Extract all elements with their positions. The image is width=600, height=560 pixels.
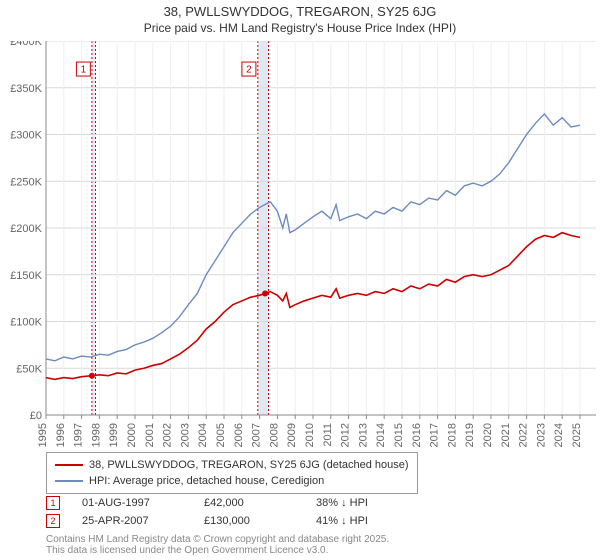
event-price: £42,000 [204, 497, 294, 509]
chart-container: 38, PWLLSWYDDOG, TREGARON, SY25 6JG Pric… [0, 0, 600, 560]
legend-swatch [55, 480, 83, 482]
event-marker: 1 [46, 496, 60, 510]
chart-title: 38, PWLLSWYDDOG, TREGARON, SY25 6JG [0, 0, 600, 19]
svg-text:£400K: £400K [10, 41, 42, 48]
sale-point [89, 373, 95, 379]
svg-text:2006: 2006 [233, 423, 245, 447]
svg-text:2024: 2024 [553, 423, 565, 447]
svg-text:1998: 1998 [90, 423, 102, 447]
svg-text:1996: 1996 [55, 423, 67, 447]
event-pct: 38% ↓ HPI [316, 497, 406, 509]
svg-text:2008: 2008 [268, 423, 280, 447]
svg-text:2015: 2015 [393, 423, 405, 447]
svg-text:2003: 2003 [179, 423, 191, 447]
svg-text:£300K: £300K [10, 130, 42, 142]
svg-text:2014: 2014 [375, 423, 387, 447]
svg-text:2019: 2019 [464, 423, 476, 447]
svg-text:2000: 2000 [126, 423, 138, 447]
svg-text:2020: 2020 [482, 423, 494, 447]
svg-text:£150K: £150K [10, 270, 42, 282]
svg-text:2012: 2012 [340, 423, 352, 447]
svg-text:2025: 2025 [571, 423, 583, 447]
legend-label: HPI: Average price, detached house, Cere… [89, 475, 324, 487]
event-row: 2 25-APR-2007 £130,000 41% ↓ HPI [46, 512, 406, 530]
svg-text:2007: 2007 [251, 423, 263, 447]
svg-text:£350K: £350K [10, 83, 42, 95]
svg-text:2023: 2023 [535, 423, 547, 447]
svg-text:1999: 1999 [108, 423, 120, 447]
svg-text:2016: 2016 [411, 423, 423, 447]
svg-text:£250K: £250K [10, 176, 42, 188]
event-row: 1 01-AUG-1997 £42,000 38% ↓ HPI [46, 494, 406, 512]
svg-text:2018: 2018 [446, 423, 458, 447]
svg-text:2001: 2001 [144, 423, 156, 447]
svg-text:£0: £0 [30, 410, 42, 422]
legend: 38, PWLLSWYDDOG, TREGARON, SY25 6JG (det… [46, 452, 418, 494]
svg-text:£50K: £50K [16, 363, 42, 375]
svg-text:2017: 2017 [429, 423, 441, 447]
svg-text:2022: 2022 [518, 423, 530, 447]
chart-svg: £0 £50K £100K £150K £200K £250K £300K £350K £400… [0, 41, 600, 449]
event-marker: 2 [46, 514, 60, 528]
svg-text:1995: 1995 [37, 423, 49, 447]
sale-events: 1 01-AUG-1997 £42,000 38% ↓ HPI 2 25-APR-2007… [46, 494, 406, 530]
chart-subtitle: Price paid vs. HM Land Registry's House … [0, 19, 600, 41]
svg-text:£100K: £100K [10, 317, 42, 329]
svg-text:2011: 2011 [322, 423, 334, 447]
event-date: 25-APR-2007 [82, 515, 182, 527]
svg-text:2021: 2021 [500, 423, 512, 447]
event-pct: 41% ↓ HPI [316, 515, 406, 527]
svg-text:2013: 2013 [357, 423, 369, 447]
event-price: £130,000 [204, 515, 294, 527]
chart-area: £0 £50K £100K £150K £200K £250K £300K £350K £400… [0, 41, 600, 449]
svg-text:2005: 2005 [215, 423, 227, 447]
event-date: 01-AUG-1997 [82, 497, 182, 509]
legend-swatch [55, 464, 83, 466]
footer-line-2: This data is licensed under the Open Gov… [46, 545, 389, 556]
svg-text:2010: 2010 [304, 423, 316, 447]
svg-text:2004: 2004 [197, 423, 209, 447]
svg-text:2009: 2009 [286, 423, 298, 447]
svg-text:£200K: £200K [10, 223, 42, 235]
svg-text:1: 1 [81, 65, 87, 76]
sale-point [262, 290, 268, 296]
legend-item: 38, PWLLSWYDDOG, TREGARON, SY25 6JG (det… [55, 457, 409, 473]
svg-text:1997: 1997 [73, 423, 85, 447]
svg-text:2: 2 [246, 65, 252, 76]
legend-item: HPI: Average price, detached house, Cere… [55, 473, 409, 489]
footer: Contains HM Land Registry data © Crown c… [46, 534, 389, 556]
svg-text:2002: 2002 [162, 423, 174, 447]
legend-label: 38, PWLLSWYDDOG, TREGARON, SY25 6JG (det… [89, 459, 409, 471]
footer-line-1: Contains HM Land Registry data © Crown c… [46, 534, 389, 545]
